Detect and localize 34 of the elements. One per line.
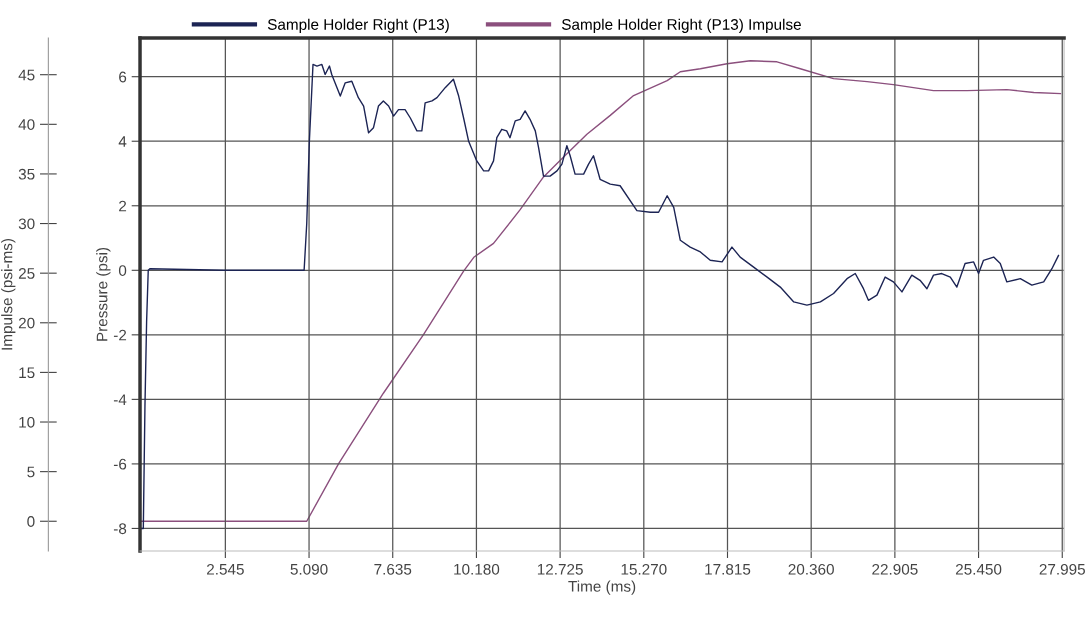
y2-tick-label: 40 [18, 119, 35, 130]
x-tick-label: 5.090 [290, 563, 328, 575]
x-tick-label: 22.905 [872, 563, 918, 575]
x-tick-label: 20.360 [788, 563, 834, 575]
x-tick-label: 25.450 [955, 563, 1002, 575]
x-tick-label: 12.725 [537, 563, 583, 575]
y2-tick-label: 30 [18, 218, 35, 230]
x-tick-label: 17.815 [705, 563, 751, 575]
y2-tick-label: 35 [18, 168, 35, 180]
y2-tick-label: 45 [18, 69, 35, 81]
x-tick-label: 2.545 [207, 563, 244, 575]
y2-tick-label: 20 [18, 317, 35, 329]
y2-tick-label: 5 [27, 466, 35, 478]
x-tick-label: 10.180 [454, 563, 500, 575]
legend-label: Sample Holder Right (P13) Impulse [561, 18, 801, 33]
y-tick-label: -6 [113, 458, 127, 470]
x-tick-label: 7.635 [374, 563, 412, 575]
y2-tick-label: 25 [18, 268, 35, 279]
x-tick-label: 15.270 [621, 563, 667, 575]
y-tick-label: 0 [118, 265, 127, 276]
legend-label: Sample Holder Right (P13) [267, 18, 449, 33]
y-tick-label: -2 [113, 329, 127, 341]
x-tick-label: 27.995 [1039, 563, 1085, 575]
x-axis-title: Time (ms) [568, 580, 636, 595]
y2-tick-label: 15 [19, 367, 35, 379]
y-axis-title: Pressure (psi) [96, 247, 111, 341]
y2-tick-label: 0 [27, 516, 35, 527]
y2-axis-title: Impulse (psi-ms) [1, 239, 16, 350]
y-tick-label: 4 [118, 136, 127, 147]
y-tick-label: -8 [113, 523, 127, 535]
y-tick-label: 6 [119, 71, 127, 83]
y-tick-label: -4 [113, 394, 127, 405]
y2-tick-label: 10 [19, 416, 35, 428]
y-tick-label: 2 [119, 200, 127, 212]
